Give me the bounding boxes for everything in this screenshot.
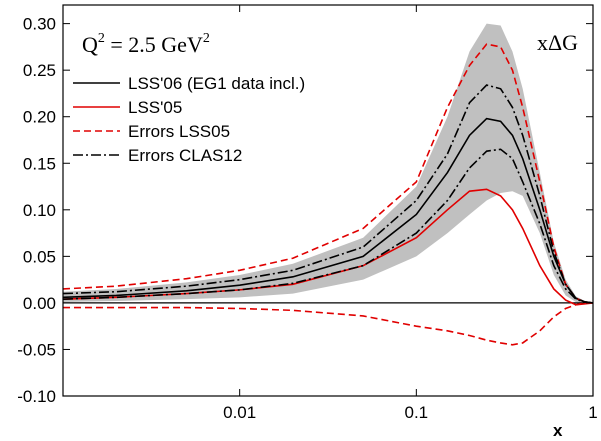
q2-base: Q bbox=[82, 32, 98, 57]
q2-annotation: Q2 = 2.5 GeV2 bbox=[82, 31, 210, 57]
corner-annotation: xΔG bbox=[537, 30, 578, 55]
legend-label: Errors LSS05 bbox=[128, 122, 230, 141]
y-tick-label: 0.10 bbox=[23, 201, 56, 220]
y-tick-label: -0.05 bbox=[17, 340, 56, 359]
y-tick-label: -0.10 bbox=[17, 387, 56, 406]
curve bbox=[63, 302, 593, 346]
legend-label: LSS'06 (EG1 data incl.) bbox=[128, 74, 305, 93]
curve bbox=[63, 148, 593, 304]
legend-label: Errors CLAS12 bbox=[128, 146, 242, 165]
x-tick-label: 1 bbox=[588, 403, 597, 422]
q2-rest: = 2.5 GeV bbox=[105, 32, 203, 57]
x-tick-label: 0.1 bbox=[405, 403, 429, 422]
curve bbox=[63, 84, 593, 304]
y-tick-label: 0.00 bbox=[23, 294, 56, 313]
error-band bbox=[63, 23, 593, 303]
y-tick-label: 0.25 bbox=[23, 61, 56, 80]
y-tick-label: 0.20 bbox=[23, 108, 56, 127]
x-tick-label: 0.01 bbox=[223, 403, 256, 422]
y-tick-label: 0.05 bbox=[23, 247, 56, 266]
x-axis-label: x bbox=[553, 421, 563, 440]
y-tick-label: 0.15 bbox=[23, 154, 56, 173]
plot-area bbox=[63, 23, 593, 346]
legend-label: LSS'05 bbox=[128, 98, 182, 117]
q2-sup: 2 bbox=[98, 31, 105, 46]
frame bbox=[62, 4, 594, 397]
q2-sup2: 2 bbox=[203, 31, 210, 46]
y-tick-label: 0.30 bbox=[23, 15, 56, 34]
